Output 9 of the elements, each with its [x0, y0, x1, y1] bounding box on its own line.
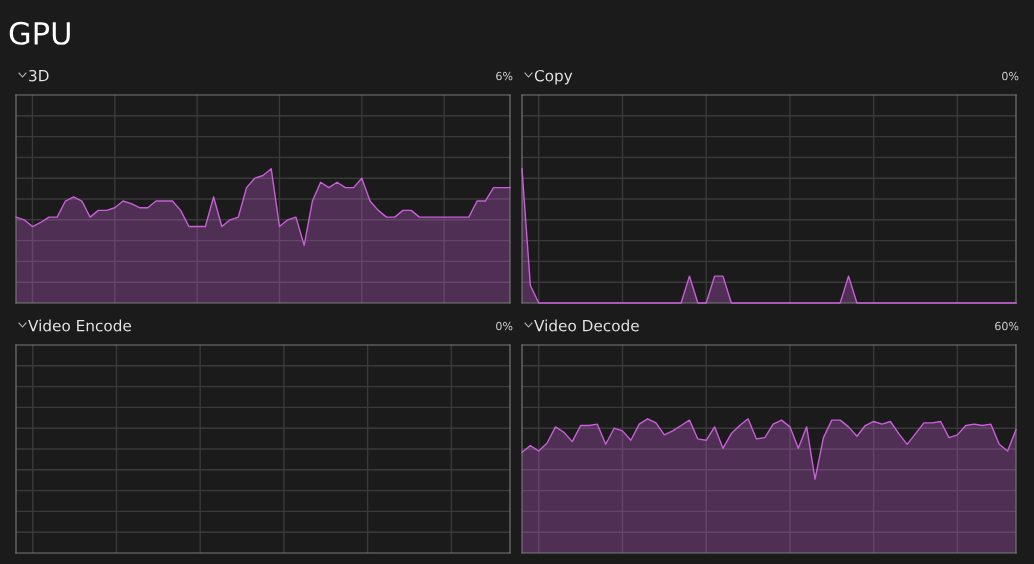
chart-title: 3D [29, 69, 49, 82]
text: 6% [496, 71, 513, 81]
text: GPU [9, 21, 70, 45]
text: 0% [1002, 71, 1019, 81]
chart-title: Copy [534, 69, 573, 85]
text: Video Encode [28, 319, 132, 332]
text: 60% [995, 321, 1019, 331]
chart-title: Video Decode [534, 319, 639, 332]
text: 0% [496, 321, 513, 331]
